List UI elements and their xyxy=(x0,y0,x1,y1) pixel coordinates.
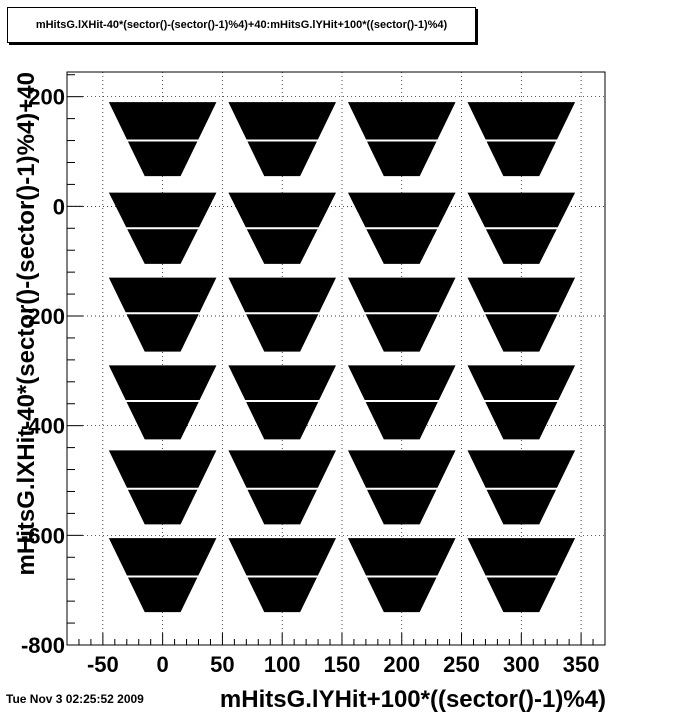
y-tick-label: -600 xyxy=(21,523,65,548)
hit-region-r3-c3 xyxy=(347,277,456,352)
x-tick-label: 300 xyxy=(503,652,540,677)
y-tick-label: 200 xyxy=(28,85,65,110)
hit-region-r1-c4 xyxy=(467,102,576,177)
axis-ticks xyxy=(67,74,594,646)
hit-region-r5-c2 xyxy=(228,450,336,525)
plot-frame xyxy=(66,71,606,646)
hit-region-r4-c2 xyxy=(228,365,336,440)
hit-region-r3-c4 xyxy=(467,277,576,352)
y-axis-title: mHitsG.lXHit-40*(sector()-(sector()-1)%4… xyxy=(13,72,40,575)
chart-title: mHitsG.lXHit-40*(sector()-(sector()-1)%4… xyxy=(35,19,448,31)
hit-region-r3-c1 xyxy=(108,277,217,352)
x-tick-label: 350 xyxy=(563,652,600,677)
y-tick-label: 0 xyxy=(53,194,65,219)
x-tick-label: 0 xyxy=(157,652,169,677)
hit-region-r6-c1 xyxy=(108,538,217,613)
y-tick-label: -400 xyxy=(21,414,65,439)
x-tick-label: 150 xyxy=(324,652,361,677)
hit-region-r6-c3 xyxy=(347,538,456,613)
hit-region-r5-c4 xyxy=(467,450,576,525)
hit-region-r3-c2 xyxy=(228,277,336,352)
x-tick-label: 50 xyxy=(210,652,234,677)
hit-region-r6-c2 xyxy=(228,538,336,613)
x-tick-label: 200 xyxy=(383,652,420,677)
hit-region-r5-c3 xyxy=(347,450,456,525)
x-tick-labels: -50 0 50 100 150 200 250 300 350 xyxy=(87,652,599,677)
x-tick-label: 100 xyxy=(264,652,301,677)
x-axis-title: mHitsG.lYHit+100*((sector()-1)%4) xyxy=(220,686,606,713)
x-tick-label: -50 xyxy=(87,652,119,677)
y-tick-label: -800 xyxy=(21,633,65,658)
x-tick-label: 250 xyxy=(443,652,480,677)
data-marks xyxy=(108,102,576,613)
hit-region-r1-c1 xyxy=(108,102,217,177)
hit-region-r1-c2 xyxy=(228,102,336,177)
y-tick-label: -200 xyxy=(21,304,65,329)
footer-date: Tue Nov 3 02:25:52 2009 xyxy=(6,692,144,706)
hit-region-r4-c4 xyxy=(467,365,576,440)
hit-region-r4-c1 xyxy=(108,365,217,440)
hit-region-r1-c3 xyxy=(347,102,456,177)
hit-region-r5-c1 xyxy=(108,450,217,525)
title-box: mHitsG.lXHit-40*(sector()-(sector()-1)%4… xyxy=(7,7,476,43)
y-tick-labels: -800 -600 -400 -200 0 200 xyxy=(21,85,65,658)
hit-region-r6-c4 xyxy=(467,538,576,613)
hit-region-r4-c3 xyxy=(347,365,456,440)
